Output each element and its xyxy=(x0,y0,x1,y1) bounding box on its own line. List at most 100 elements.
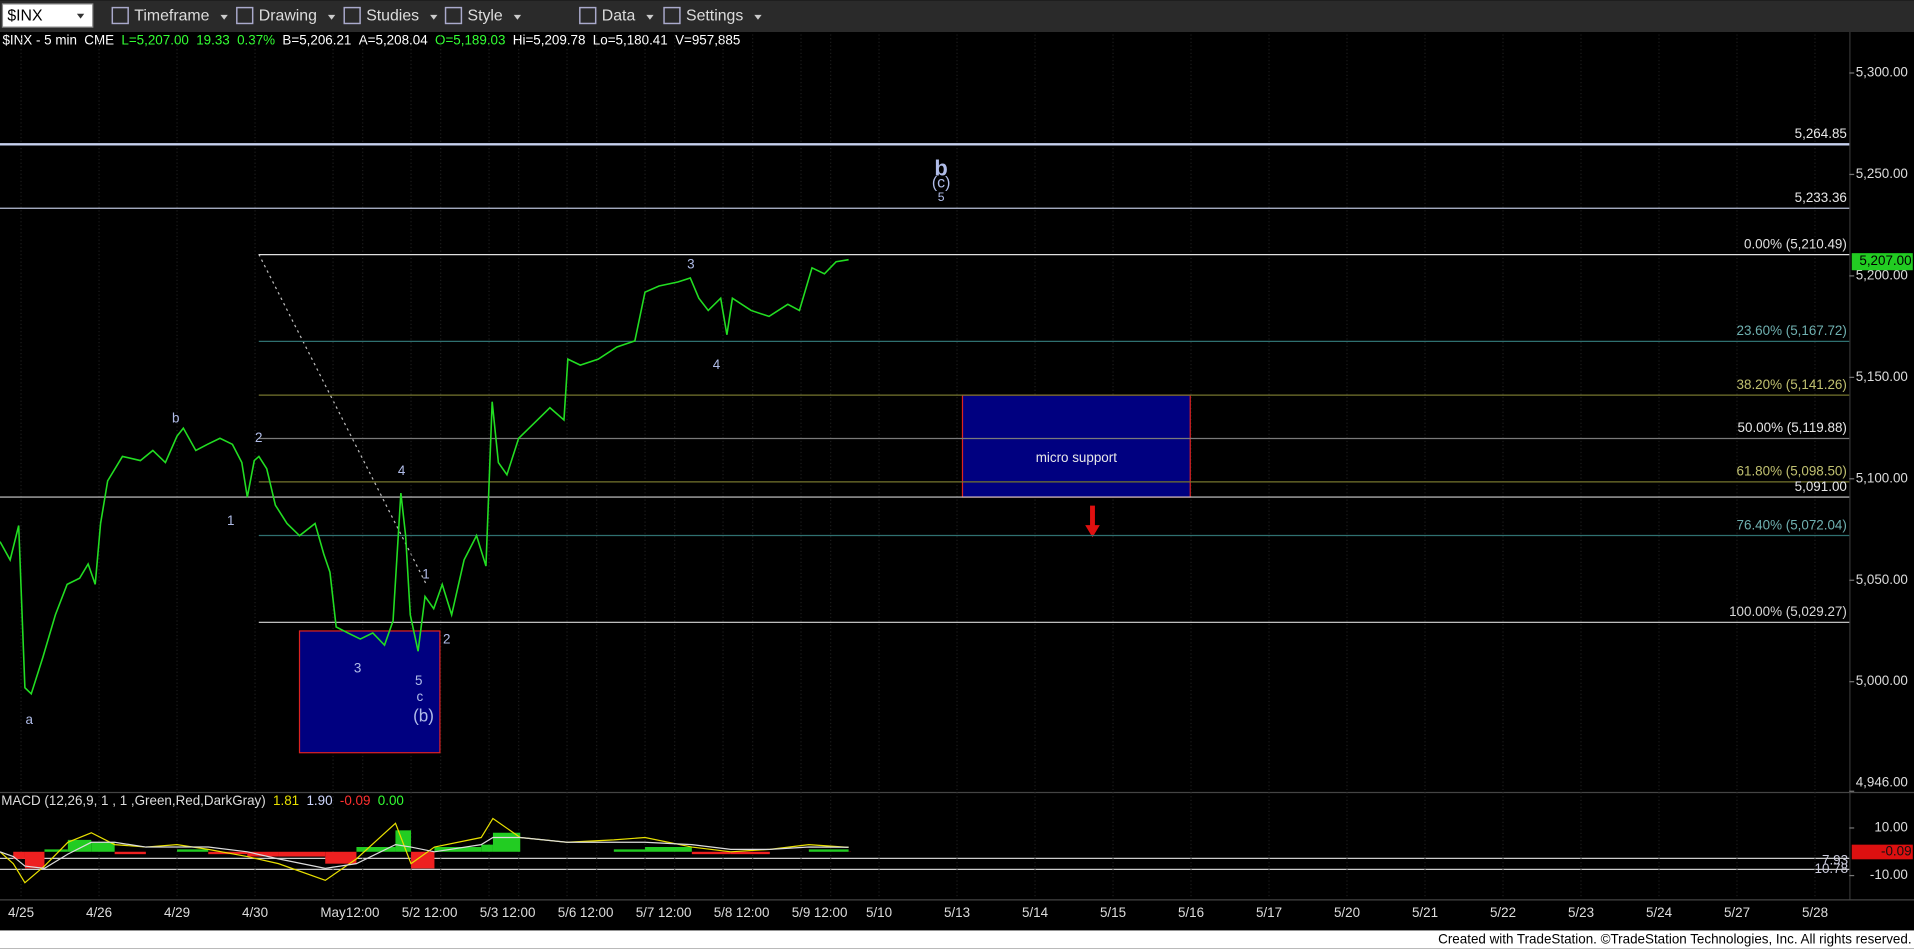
price-line xyxy=(0,258,849,696)
dropdown-arrow xyxy=(430,14,438,20)
x-tick-label: 5/3 xyxy=(480,905,499,920)
x-tick-label: 5/20 xyxy=(1334,905,1360,920)
x-tick-label: 12:00 xyxy=(580,905,614,920)
dropdown-arrow xyxy=(513,14,522,20)
menu[interactable]: Data xyxy=(602,7,636,24)
x-tick-label: 4/25 xyxy=(8,905,34,920)
wave-label: (c) xyxy=(932,175,951,192)
x-tick-label: 5/7 xyxy=(636,905,655,920)
y-tick-label: 5,150.00 xyxy=(1856,369,1908,384)
wave-label: 4 xyxy=(398,463,406,478)
y-tick-label: 5,050.00 xyxy=(1856,572,1908,587)
x-tick-label: 12:00 xyxy=(346,905,380,920)
histogram-bar xyxy=(645,847,692,852)
histogram-bar xyxy=(730,851,770,855)
footer: Created with TradeStation. ©TradeStation… xyxy=(1438,932,1911,947)
level-label: 5,233.36 xyxy=(1795,190,1847,205)
trend-line xyxy=(258,253,428,587)
macd-readout: -0.09 xyxy=(340,793,371,808)
level-label: 50.00% (5,119.88) xyxy=(1738,420,1847,435)
x-tick-label: 12:00 xyxy=(502,905,536,920)
histogram-bar xyxy=(177,849,209,852)
histogram-bar xyxy=(691,851,731,855)
y-tick-label: 10.00 xyxy=(1874,820,1908,835)
wave-label: c xyxy=(417,689,424,704)
y-tick-label: 5,000.00 xyxy=(1856,673,1908,688)
dropdown-arrow xyxy=(220,14,228,20)
macd-line xyxy=(0,817,849,884)
info-field: 19.33 xyxy=(196,32,230,47)
info-field: Hi=5,209.78 xyxy=(513,32,586,47)
x-tick-label: 4/29 xyxy=(164,905,190,920)
x-tick-label: 4/26 xyxy=(86,905,112,920)
menu-icon xyxy=(663,6,681,25)
histogram-bar xyxy=(492,832,521,852)
down-arrow xyxy=(1085,505,1100,538)
level-label: 38.20% (5,141.26) xyxy=(1737,377,1847,392)
info-field: A=5,208.04 xyxy=(359,32,428,47)
wave-label: (b) xyxy=(413,706,434,725)
macd-title: MACD (12,26,9, 1 , 1 ,Green,Red,DarkGray… xyxy=(1,793,265,808)
level-label: 61.80% (5,098.50) xyxy=(1737,464,1847,479)
menu-icon xyxy=(579,6,597,25)
zone-box xyxy=(961,394,1191,498)
info-field: O=5,189.03 xyxy=(435,32,505,47)
level-label: 23.60% (5,167.72) xyxy=(1737,323,1847,338)
last-price-tag xyxy=(1851,253,1913,271)
x-tick-label: 12:00 xyxy=(424,905,458,920)
histogram-bar xyxy=(13,851,25,859)
menu[interactable]: Drawing xyxy=(259,7,317,24)
menu[interactable]: Settings xyxy=(686,7,743,24)
menu[interactable]: Studies xyxy=(366,7,419,24)
side-label: 7.93 xyxy=(1822,852,1848,867)
x-tick-label: 5/28 xyxy=(1802,905,1828,920)
dropdown-arrow xyxy=(646,14,654,20)
histogram-bar xyxy=(24,851,45,869)
wave-label: b xyxy=(934,156,947,181)
level-label: 100.00% (5,029.27) xyxy=(1729,604,1847,619)
symbol-box[interactable] xyxy=(1,3,94,28)
wave-label: 2 xyxy=(443,631,450,646)
histogram-bar xyxy=(325,851,357,864)
x-tick-label: 5/6 xyxy=(558,905,577,920)
macd-line xyxy=(0,836,849,870)
menu-icon xyxy=(236,6,254,25)
info-field: $INX - 5 min xyxy=(2,32,77,47)
level-label: 0.00% (5,210.49) xyxy=(1744,236,1847,251)
histogram-bar xyxy=(278,851,326,857)
menu[interactable]: Style xyxy=(468,7,503,24)
x-tick-label: 5/14 xyxy=(1022,905,1049,920)
macd-readout: 1.90 xyxy=(306,793,332,808)
zone-label: micro support xyxy=(1036,450,1117,465)
symbol: $INX xyxy=(7,7,43,24)
x-tick-label: 5/2 xyxy=(402,905,421,920)
menu-icon xyxy=(111,6,129,25)
y-tick-label: 5,300.00 xyxy=(1856,65,1908,80)
macd-readout: 0.00 xyxy=(378,793,404,808)
x-tick-label: 5/21 xyxy=(1412,905,1438,920)
last-value-label: -0.09 xyxy=(1881,844,1912,859)
x-tick-label: 5/17 xyxy=(1256,905,1282,920)
histogram-bar xyxy=(356,847,396,852)
wave-label: 1 xyxy=(422,567,429,582)
x-tick-label: 5/22 xyxy=(1490,905,1516,920)
footer-bar xyxy=(0,930,1914,949)
wave-label: 5 xyxy=(415,673,422,688)
histogram-bar xyxy=(44,849,68,852)
wave-label: a xyxy=(26,712,34,727)
x-tick-label: 5/24 xyxy=(1646,905,1673,920)
histogram-bar xyxy=(114,851,146,855)
x-tick-label: 5/27 xyxy=(1724,905,1750,920)
y-tick-label: -10.00 xyxy=(1870,867,1908,882)
menu[interactable]: Timeframe xyxy=(134,7,209,24)
histogram-bar xyxy=(808,849,849,852)
x-tick-label: 5/10 xyxy=(866,905,892,920)
wave-label: 2 xyxy=(255,430,262,445)
histogram-bar xyxy=(67,839,92,852)
info-field: L=5,207.00 xyxy=(121,32,188,47)
dropdown-arrow xyxy=(327,14,336,20)
y-tick-label: 4,946.00 xyxy=(1856,774,1908,789)
info-field: CME xyxy=(84,32,114,47)
wave-label: b xyxy=(172,411,179,426)
